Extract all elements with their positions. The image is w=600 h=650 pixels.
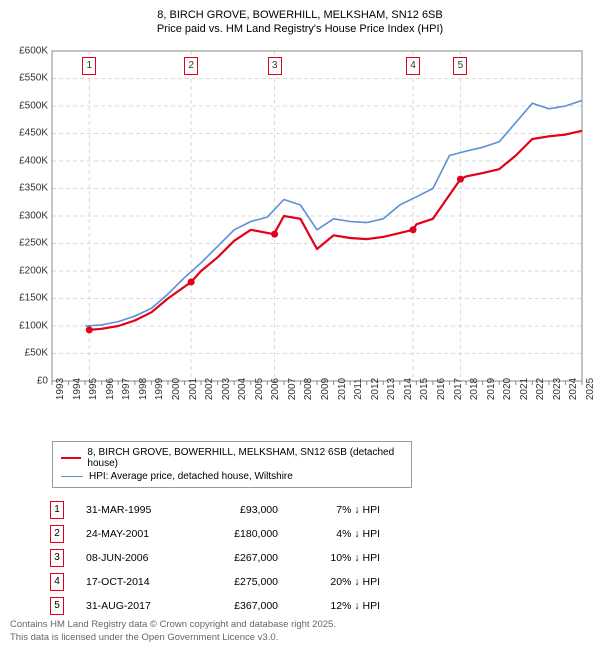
- x-axis-label: 1997: [121, 377, 132, 399]
- x-axis-label: 2025: [585, 377, 596, 399]
- x-axis-label: 2011: [353, 378, 364, 400]
- y-axis-label: £350K: [19, 183, 48, 194]
- sale-diff: 4% ↓ HPI: [300, 528, 380, 540]
- y-axis-label: £50K: [25, 348, 48, 359]
- y-axis-label: £200K: [19, 265, 48, 276]
- x-axis-label: 1998: [138, 377, 149, 399]
- y-axis-label: £600K: [19, 45, 48, 56]
- sale-price: £275,000: [208, 576, 278, 588]
- legend-swatch: [61, 476, 83, 477]
- x-axis-label: 2017: [453, 377, 464, 399]
- x-axis-label: 2024: [568, 377, 579, 399]
- x-axis-label: 2008: [303, 377, 314, 399]
- y-axis-label: £100K: [19, 320, 48, 331]
- x-axis-label: 1995: [88, 377, 99, 399]
- sale-date: 08-JUN-2006: [86, 552, 186, 564]
- sale-marker-4: 4: [406, 57, 420, 75]
- sale-price: £180,000: [208, 528, 278, 540]
- sale-row: 1 31-MAR-1995 £93,000 7% ↓ HPI: [22, 498, 590, 522]
- x-axis-label: 2015: [419, 377, 430, 399]
- x-axis-label: 2006: [270, 377, 281, 399]
- x-axis-label: 2019: [486, 377, 497, 399]
- sale-row-marker: 2: [50, 525, 64, 543]
- x-axis-label: 2009: [320, 377, 331, 399]
- y-axis-label: £400K: [19, 155, 48, 166]
- x-axis-label: 2013: [386, 377, 397, 399]
- sale-date: 31-AUG-2017: [86, 600, 186, 612]
- x-axis-label: 2004: [237, 377, 248, 399]
- legend-swatch: [61, 457, 81, 459]
- sale-diff: 12% ↓ HPI: [300, 600, 380, 612]
- sale-row-marker: 5: [50, 597, 64, 615]
- title-line-1: 8, BIRCH GROVE, BOWERHILL, MELKSHAM, SN1…: [10, 8, 590, 22]
- sale-price: £93,000: [208, 504, 278, 516]
- x-axis-label: 1996: [105, 377, 116, 399]
- sale-date: 24-MAY-2001: [86, 528, 186, 540]
- sale-row: 5 31-AUG-2017 £367,000 12% ↓ HPI: [22, 594, 590, 618]
- x-axis-label: 2023: [552, 377, 563, 399]
- legend-label: HPI: Average price, detached house, Wilt…: [89, 471, 293, 482]
- x-axis-label: 1993: [55, 377, 66, 399]
- y-axis-label: £450K: [19, 128, 48, 139]
- x-axis-label: 2020: [502, 377, 513, 399]
- sale-row: 3 08-JUN-2006 £267,000 10% ↓ HPI: [22, 546, 590, 570]
- sale-price: £267,000: [208, 552, 278, 564]
- x-axis-label: 1999: [154, 377, 165, 399]
- sale-diff: 10% ↓ HPI: [300, 552, 380, 564]
- x-axis-label: 2003: [221, 377, 232, 399]
- legend-row: 8, BIRCH GROVE, BOWERHILL, MELKSHAM, SN1…: [61, 446, 403, 470]
- x-axis-label: 2002: [204, 377, 215, 399]
- sale-dot: [271, 230, 278, 237]
- title-line-2: Price paid vs. HM Land Registry's House …: [10, 22, 590, 36]
- x-axis-label: 2022: [535, 377, 546, 399]
- x-axis-label: 2007: [287, 377, 298, 399]
- sale-date: 31-MAR-1995: [86, 504, 186, 516]
- x-axis-label: 2021: [519, 377, 530, 399]
- sale-marker-5: 5: [453, 57, 467, 75]
- sale-price: £367,000: [208, 600, 278, 612]
- footer-line-2: This data is licensed under the Open Gov…: [10, 632, 336, 644]
- sales-table: 1 31-MAR-1995 £93,000 7% ↓ HPI 2 24-MAY-2001 £…: [22, 498, 590, 618]
- sale-marker-1: 1: [82, 57, 96, 75]
- sale-marker-2: 2: [184, 57, 198, 75]
- sale-dot: [457, 175, 464, 182]
- sale-diff: 7% ↓ HPI: [300, 504, 380, 516]
- sale-row: 4 17-OCT-2014 £275,000 20% ↓ HPI: [22, 570, 590, 594]
- sale-dot: [86, 326, 93, 333]
- legend-label: 8, BIRCH GROVE, BOWERHILL, MELKSHAM, SN1…: [87, 447, 403, 469]
- y-axis-label: £150K: [19, 293, 48, 304]
- x-axis-label: 2010: [337, 377, 348, 399]
- footer-line-1: Contains HM Land Registry data © Crown c…: [10, 619, 336, 631]
- footer-attribution: Contains HM Land Registry data © Crown c…: [10, 619, 336, 644]
- x-axis-label: 2001: [188, 377, 199, 399]
- x-axis-label: 2014: [403, 377, 414, 399]
- sale-date: 17-OCT-2014: [86, 576, 186, 588]
- sale-dot: [410, 226, 417, 233]
- sale-marker-3: 3: [268, 57, 282, 75]
- y-axis-label: £0: [37, 375, 48, 386]
- x-axis-label: 2012: [370, 377, 381, 399]
- chart-svg: [10, 43, 590, 433]
- sale-row-marker: 4: [50, 573, 64, 591]
- legend: 8, BIRCH GROVE, BOWERHILL, MELKSHAM, SN1…: [52, 441, 412, 488]
- x-axis-label: 2018: [469, 377, 480, 399]
- sale-row-marker: 1: [50, 501, 64, 519]
- x-axis-label: 2000: [171, 377, 182, 399]
- y-axis-label: £250K: [19, 238, 48, 249]
- sale-row: 2 24-MAY-2001 £180,000 4% ↓ HPI: [22, 522, 590, 546]
- legend-row: HPI: Average price, detached house, Wilt…: [61, 470, 403, 483]
- x-axis-label: 2005: [254, 377, 265, 399]
- series-hpi: [85, 100, 582, 326]
- x-axis-label: 2016: [436, 377, 447, 399]
- sale-row-marker: 3: [50, 549, 64, 567]
- chart-area: £0 £50K £100K £150K £200K £250K £300K £350K £400…: [10, 43, 590, 433]
- y-axis-label: £550K: [19, 73, 48, 84]
- y-axis-label: £300K: [19, 210, 48, 221]
- chart-title: 8, BIRCH GROVE, BOWERHILL, MELKSHAM, SN1…: [10, 8, 590, 37]
- y-axis-label: £500K: [19, 100, 48, 111]
- container: 8, BIRCH GROVE, BOWERHILL, MELKSHAM, SN1…: [0, 0, 600, 650]
- x-axis-label: 1994: [72, 377, 83, 399]
- sale-diff: 20% ↓ HPI: [300, 576, 380, 588]
- sale-dot: [188, 278, 195, 285]
